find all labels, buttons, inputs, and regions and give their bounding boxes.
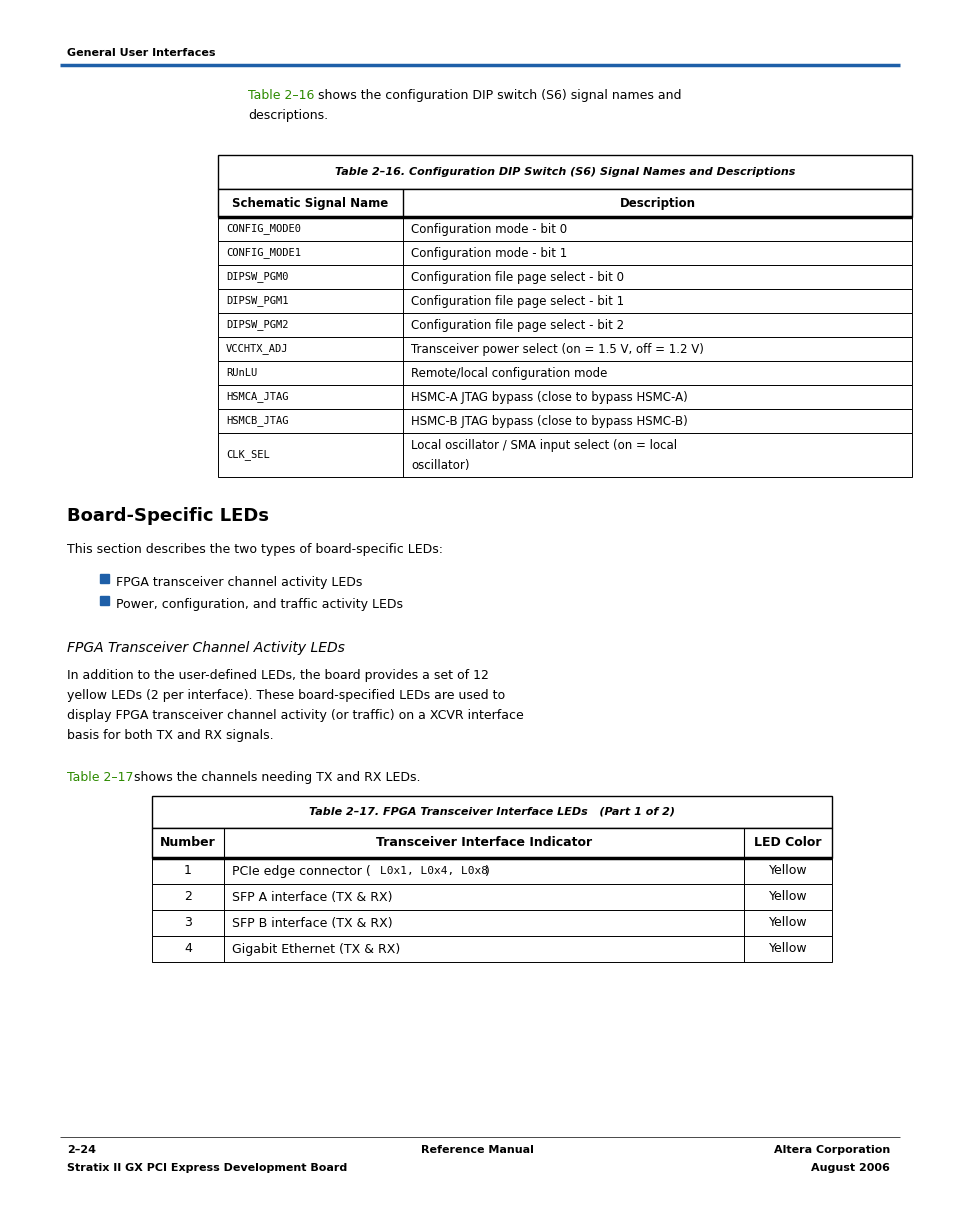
Bar [152,828,831,858]
Text: Remote/local configuration mode: Remote/local configuration mode [411,367,607,379]
Text: In addition to the user-defined LEDs, the board provides a set of 12: In addition to the user-defined LEDs, th… [67,669,488,682]
Text: Table 2–17. FPGA Transceiver Interface LEDs   (Part 1 of 2): Table 2–17. FPGA Transceiver Interface L… [309,807,675,817]
Text: FPGA transceiver channel activity LEDs: FPGA transceiver channel activity LEDs [116,575,362,589]
Text: DIPSW_PGM0: DIPSW_PGM0 [226,271,288,282]
Text: shows the channels needing TX and RX LEDs.: shows the channels needing TX and RX LED… [130,771,420,784]
Text: Table 2–17: Table 2–17 [67,771,133,784]
Text: HSMC-B JTAG bypass (close to bypass HSMC-B): HSMC-B JTAG bypass (close to bypass HSMC… [411,415,687,427]
Text: HSMCB_JTAG: HSMCB_JTAG [226,416,288,427]
Bar [152,858,831,883]
Bar [152,883,831,910]
Text: L0x1, L0x4, L0x8: L0x1, L0x4, L0x8 [379,866,488,876]
Text: yellow LEDs (2 per interface). These board-specified LEDs are used to: yellow LEDs (2 per interface). These boa… [67,690,504,702]
Bar [218,313,911,337]
Text: DIPSW_PGM2: DIPSW_PGM2 [226,319,288,330]
Text: Schematic Signal Name: Schematic Signal Name [233,196,388,210]
Text: 3: 3 [184,917,192,930]
Bar [152,936,831,962]
Text: DIPSW_PGM1: DIPSW_PGM1 [226,296,288,307]
Text: Local oscillator / SMA input select (on = local: Local oscillator / SMA input select (on … [411,438,677,452]
Text: 2–24: 2–24 [67,1145,96,1155]
Text: General User Interfaces: General User Interfaces [67,48,215,58]
Text: Configuration file page select - bit 1: Configuration file page select - bit 1 [411,294,623,308]
Text: HSMCA_JTAG: HSMCA_JTAG [226,391,288,402]
Text: SFP B interface (TX & RX): SFP B interface (TX & RX) [232,917,393,930]
Bar [218,385,911,409]
Text: RUnLU: RUnLU [226,368,257,378]
Text: Description: Description [618,196,695,210]
Text: Yellow: Yellow [768,865,806,877]
Text: This section describes the two types of board-specific LEDs:: This section describes the two types of … [67,544,442,556]
Text: Stratix II GX PCI Express Development Board: Stratix II GX PCI Express Development Bo… [67,1163,347,1173]
Bar [218,433,911,477]
Text: Altera Corporation: Altera Corporation [773,1145,889,1155]
Text: Reference Manual: Reference Manual [420,1145,533,1155]
Text: PCIe edge connector (: PCIe edge connector ( [232,865,371,877]
Bar [218,409,911,433]
Text: shows the configuration DIP switch (S6) signal names and: shows the configuration DIP switch (S6) … [314,90,680,102]
Bar [152,796,831,828]
Text: 2: 2 [184,891,192,903]
Text: August 2006: August 2006 [810,1163,889,1173]
Text: Number: Number [160,837,215,849]
Text: Configuration file page select - bit 2: Configuration file page select - bit 2 [411,319,623,331]
Text: Yellow: Yellow [768,917,806,930]
Bar [100,574,109,583]
Bar [152,910,831,936]
Bar [218,240,911,265]
Text: Configuration file page select - bit 0: Configuration file page select - bit 0 [411,270,623,283]
Text: Gigabit Ethernet (TX & RX): Gigabit Ethernet (TX & RX) [232,942,400,956]
Text: Configuration mode - bit 0: Configuration mode - bit 0 [411,222,566,236]
Text: CLK_SEL: CLK_SEL [226,449,270,460]
Text: Yellow: Yellow [768,942,806,956]
Bar [218,265,911,290]
Text: Configuration mode - bit 1: Configuration mode - bit 1 [411,247,567,259]
Bar [218,189,911,217]
Bar [218,290,911,313]
Text: CONFIG_MODE0: CONFIG_MODE0 [226,223,301,234]
Text: CONFIG_MODE1: CONFIG_MODE1 [226,248,301,259]
Bar [218,155,911,189]
Text: Transceiver power select (on = 1.5 V, off = 1.2 V): Transceiver power select (on = 1.5 V, of… [411,342,703,356]
Text: Board-Specific LEDs: Board-Specific LEDs [67,507,269,525]
Text: Transceiver Interface Indicator: Transceiver Interface Indicator [375,837,592,849]
Text: HSMC-A JTAG bypass (close to bypass HSMC-A): HSMC-A JTAG bypass (close to bypass HSMC… [411,390,687,404]
Text: 4: 4 [184,942,192,956]
Text: Power, configuration, and traffic activity LEDs: Power, configuration, and traffic activi… [116,598,402,611]
Bar [100,596,109,605]
Text: FPGA Transceiver Channel Activity LEDs: FPGA Transceiver Channel Activity LEDs [67,640,345,655]
Text: Table 2–16. Configuration DIP Switch (S6) Signal Names and Descriptions: Table 2–16. Configuration DIP Switch (S6… [335,167,795,177]
Text: descriptions.: descriptions. [248,109,328,121]
Text: basis for both TX and RX signals.: basis for both TX and RX signals. [67,729,274,742]
Bar [218,217,911,240]
Text: display FPGA transceiver channel activity (or traffic) on a XCVR interface: display FPGA transceiver channel activit… [67,709,523,721]
Bar [218,337,911,361]
Text: oscillator): oscillator) [411,459,469,471]
Text: Table 2–16: Table 2–16 [248,90,314,102]
Bar [218,361,911,385]
Text: LED Color: LED Color [754,837,821,849]
Text: SFP A interface (TX & RX): SFP A interface (TX & RX) [232,891,392,903]
Text: VCCHTX_ADJ: VCCHTX_ADJ [226,344,288,355]
Text: ): ) [484,865,489,877]
Text: Yellow: Yellow [768,891,806,903]
Text: 1: 1 [184,865,192,877]
